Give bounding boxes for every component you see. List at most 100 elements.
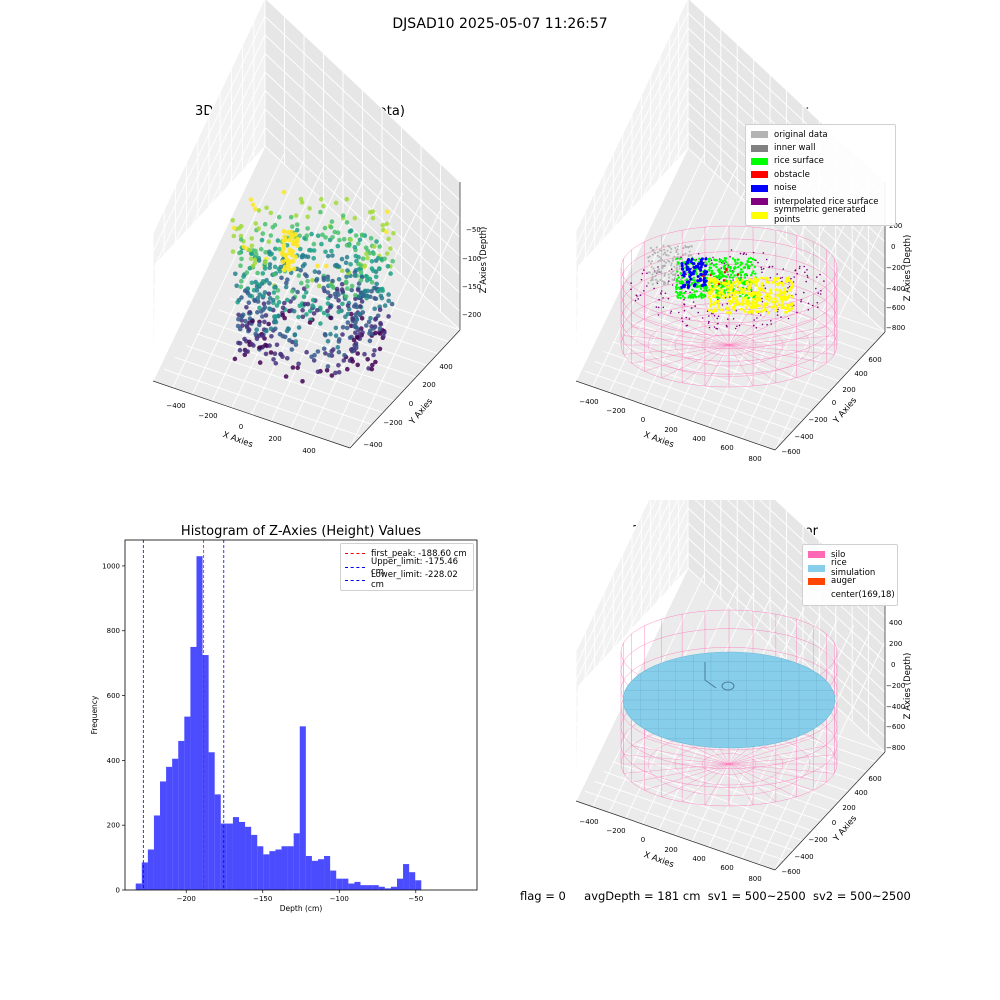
- original-point: [681, 257, 684, 260]
- interpolated-point: [706, 310, 709, 313]
- symmetric-point: [729, 288, 733, 292]
- histogram-xticks: −200 −150 −100 −50: [177, 890, 423, 903]
- data-point: [280, 313, 286, 318]
- rice-surface-point: [749, 261, 753, 264]
- data-point: [274, 342, 280, 348]
- interpolated-point: [736, 325, 738, 328]
- symmetric-point: [762, 302, 766, 306]
- histogram-bar: [324, 855, 331, 890]
- panel1-ytick: 200: [422, 381, 435, 389]
- data-point: [271, 290, 277, 295]
- data-point: [288, 214, 294, 220]
- histogram-bar: [135, 883, 142, 890]
- interpolated-point: [730, 249, 733, 251]
- interpolated-point: [820, 290, 822, 292]
- symmetric-point: [774, 309, 778, 312]
- noise-point: [699, 262, 703, 266]
- data-point: [243, 349, 249, 354]
- data-point: [389, 301, 395, 307]
- interpolated-point: [662, 297, 664, 299]
- data-point: [257, 345, 263, 350]
- data-point: [321, 275, 327, 281]
- rice-surface-point: [734, 260, 737, 263]
- data-point: [293, 342, 299, 348]
- data-point: [241, 274, 246, 279]
- original-point: [684, 246, 687, 249]
- histogram-bar: [348, 883, 355, 890]
- interpolated-point: [683, 309, 686, 312]
- data-point: [273, 326, 278, 332]
- data-point: [385, 264, 391, 269]
- data-point: [304, 312, 309, 317]
- interpolated-point: [816, 301, 819, 304]
- interpolated-point: [716, 298, 719, 301]
- panel2-zlabel: Z Axies (Depth): [903, 235, 913, 302]
- legend-label: Upper_limit: -175.46 cm: [371, 557, 459, 578]
- data-point: [263, 342, 268, 348]
- panel4-ztick: −200: [886, 682, 905, 690]
- data-point: [319, 241, 324, 247]
- panel4-ytick: −400: [794, 853, 813, 861]
- rice-surface-point: [678, 257, 682, 260]
- interpolated-point: [776, 273, 778, 275]
- rice-surface-point: [698, 284, 701, 288]
- noise-point: [703, 270, 707, 274]
- data-point: [371, 352, 376, 358]
- symmetric-point: [749, 282, 753, 286]
- interpolated-point: [761, 271, 763, 274]
- interpolated-point: [708, 315, 710, 317]
- y-tick-label: 1000: [102, 562, 120, 570]
- interpolated-point: [725, 324, 728, 327]
- panel4-yticks: −600 −400 −200 0 200 400 600: [781, 775, 881, 876]
- symmetric-point: [755, 310, 759, 314]
- original-point: [651, 276, 654, 279]
- panel2-xtick: −400: [579, 398, 598, 406]
- data-point: [329, 219, 335, 224]
- data-point: [247, 265, 253, 271]
- data-point: [321, 310, 327, 316]
- original-point: [688, 250, 691, 253]
- interpolated-point: [670, 310, 672, 313]
- rice-surface-point: [729, 276, 732, 279]
- data-point: [386, 236, 391, 242]
- rice-surface-point: [690, 282, 694, 285]
- data-point: [281, 228, 287, 234]
- data-point: [232, 356, 238, 362]
- histogram-bar: [153, 815, 161, 890]
- data-point: [377, 326, 383, 331]
- data-point: [290, 365, 296, 370]
- data-point: [370, 362, 375, 368]
- panel2-ztick: 0: [891, 243, 895, 251]
- data-point: [264, 277, 269, 283]
- data-point: [328, 224, 334, 230]
- rice-surface-point: [683, 296, 686, 300]
- data-point: [377, 331, 383, 336]
- panel4-ytick: 0: [832, 819, 836, 827]
- data-point: [312, 352, 317, 358]
- panel2-xtick: 0: [641, 416, 645, 424]
- data-point: [349, 287, 355, 293]
- original-point: [661, 259, 663, 261]
- panel1-ytick: 400: [439, 363, 452, 371]
- symmetric-point: [789, 286, 793, 289]
- panel1-axes: [152, 0, 463, 449]
- symmetric-point: [773, 278, 777, 282]
- legend-item-rice-surface: rice surface: [751, 155, 890, 168]
- panel4-legend: silo rice simulation auger center(169,18…: [802, 544, 898, 606]
- interpolated-point: [769, 276, 772, 279]
- center-marker: [721, 681, 735, 691]
- data-point: [283, 253, 288, 258]
- data-point: [256, 226, 262, 231]
- panel1-xlabel: X Axies: [221, 430, 254, 450]
- data-point: [323, 351, 328, 356]
- data-point: [372, 244, 377, 249]
- data-point: [377, 307, 383, 313]
- interpolated-point: [752, 251, 755, 254]
- data-point: [310, 277, 315, 283]
- panel2-xtick: 800: [748, 455, 761, 463]
- obstacle-point: [709, 273, 712, 277]
- data-point: [298, 196, 304, 202]
- data-point: [315, 369, 321, 375]
- symmetric-point: [738, 281, 742, 285]
- data-point: [370, 209, 376, 214]
